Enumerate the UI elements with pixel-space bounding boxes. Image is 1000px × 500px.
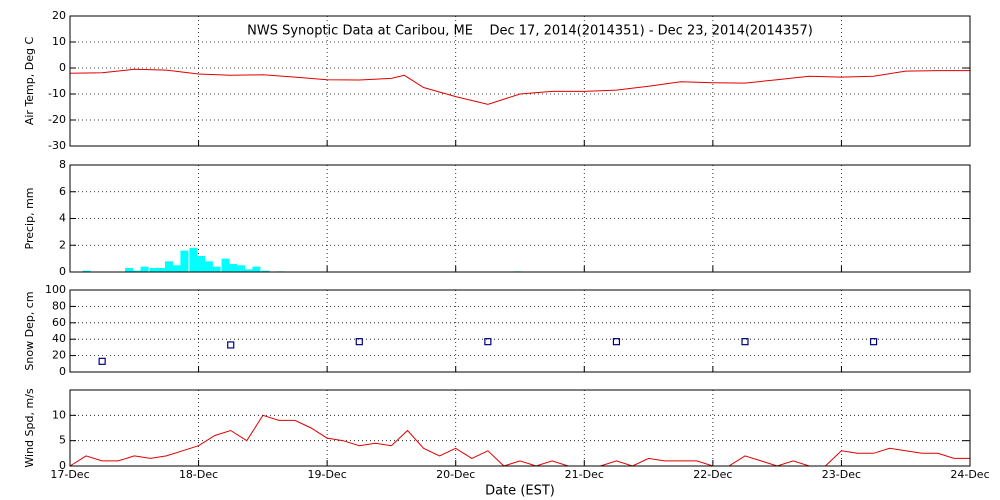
x-tick-label: 20-Dec: [436, 468, 475, 481]
bar: [189, 247, 198, 272]
y-tick-label: 0: [59, 265, 66, 278]
y-tick-label: 20: [52, 9, 66, 22]
plot-frame: [69, 389, 971, 467]
x-tick-label: 23-Dec: [822, 468, 861, 481]
x-tick-label: 24-Dec: [950, 468, 989, 481]
bar: [212, 266, 221, 272]
x-axis-label: Date (EST): [485, 484, 555, 499]
x-tick-label: 19-Dec: [308, 468, 347, 481]
bar: [229, 263, 238, 272]
bar: [125, 267, 134, 272]
y-tick-label: 2: [59, 238, 66, 251]
point: [484, 338, 492, 346]
bar: [132, 270, 141, 272]
data-line: [69, 68, 970, 105]
y-axis-label: Precip, mm: [23, 188, 36, 250]
bar: [164, 261, 174, 272]
y-tick-label: 5: [59, 434, 66, 447]
bar: [236, 265, 246, 272]
y-axis-label: Wind Spd, m/s: [23, 388, 36, 468]
bar: [204, 261, 213, 272]
y-tick-label: 0: [59, 61, 66, 74]
bar: [82, 270, 91, 272]
y-tick-label: 8: [59, 158, 66, 171]
chart-title: NWS Synoptic Data at Caribou, ME Dec 17,…: [247, 24, 813, 39]
y-tick-label: -20: [48, 113, 66, 126]
bar: [180, 250, 189, 272]
x-tick-label: 22-Dec: [693, 468, 732, 481]
point: [227, 341, 235, 349]
bar: [244, 269, 253, 272]
x-tick-label: 21-Dec: [565, 468, 604, 481]
y-tick-label: 4: [59, 212, 66, 225]
bar: [149, 267, 158, 272]
point: [612, 338, 621, 346]
x-tick-label: 18-Dec: [179, 468, 218, 481]
y-tick-label: 0: [59, 459, 66, 472]
point: [355, 338, 363, 346]
y-tick-label: 40: [52, 332, 66, 345]
plot-frame: [69, 289, 971, 373]
y-axis-label: Snow Dep, cm: [23, 291, 36, 370]
y-tick-label: 6: [59, 185, 66, 198]
bar: [140, 266, 149, 272]
bar: [172, 265, 181, 272]
y-tick-label: 0: [59, 365, 66, 378]
plot-frame: [69, 15, 971, 147]
bar: [261, 270, 270, 272]
bar: [252, 266, 261, 272]
bar: [197, 255, 206, 272]
y-tick-label: 80: [52, 299, 66, 312]
point: [869, 338, 878, 346]
bar: [221, 258, 230, 272]
y-tick-label: 20: [52, 349, 66, 362]
y-tick-label: 10: [52, 408, 66, 421]
y-tick-label: 60: [52, 316, 66, 329]
y-axis-label: Air Temp, Deg C: [23, 37, 36, 126]
point: [98, 357, 106, 365]
y-tick-label: 100: [45, 283, 66, 296]
y-tick-label: 10: [52, 35, 66, 48]
plot-frame: [69, 164, 971, 273]
point: [741, 338, 749, 346]
x-tick-label: 17-Dec: [50, 468, 89, 481]
y-tick-label: -10: [48, 87, 66, 100]
y-tick-label: -30: [48, 139, 66, 152]
bar: [157, 267, 166, 272]
